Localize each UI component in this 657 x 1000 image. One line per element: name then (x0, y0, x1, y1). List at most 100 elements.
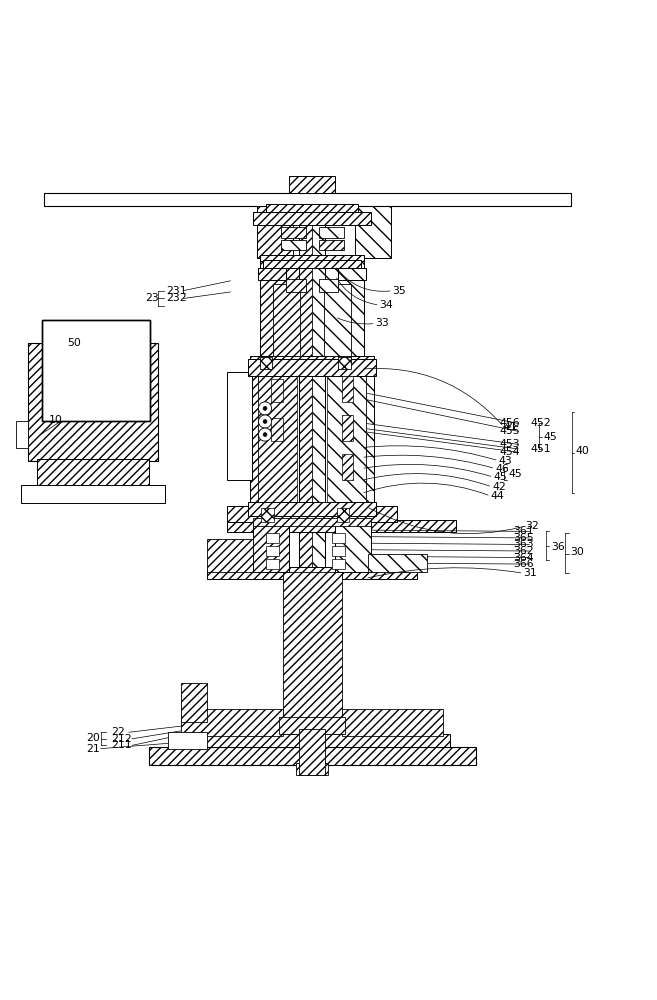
Text: 454: 454 (500, 447, 520, 457)
Text: 231: 231 (166, 286, 187, 296)
Bar (208, 567, 417, 579)
Bar (342, 415, 353, 441)
Bar (368, 554, 426, 572)
Bar (250, 356, 374, 369)
Text: 455: 455 (500, 426, 520, 436)
Bar (261, 508, 273, 522)
Bar (253, 518, 371, 526)
Bar (37, 459, 148, 487)
Circle shape (263, 433, 267, 437)
Bar (42, 320, 150, 421)
Text: 36: 36 (551, 542, 564, 552)
Text: 451: 451 (530, 444, 551, 454)
Text: 30: 30 (570, 547, 585, 557)
Bar (286, 279, 306, 292)
Circle shape (258, 415, 271, 428)
Text: 232: 232 (166, 293, 187, 303)
Text: 32: 32 (525, 521, 539, 531)
Bar (42, 320, 150, 421)
Bar (273, 284, 300, 356)
Bar (271, 418, 283, 441)
Text: 33: 33 (376, 318, 390, 328)
Bar (28, 343, 158, 461)
Bar (148, 747, 476, 765)
Bar (181, 709, 283, 736)
Bar (258, 369, 297, 507)
Text: 45: 45 (493, 472, 507, 482)
Bar (279, 717, 345, 734)
Bar (16, 421, 28, 448)
Bar (181, 683, 208, 722)
Bar (299, 193, 312, 775)
Bar (256, 206, 292, 258)
Bar (342, 376, 353, 402)
Text: 456: 456 (500, 418, 520, 428)
Text: 452: 452 (530, 418, 551, 428)
Text: 10: 10 (49, 415, 62, 425)
Bar (299, 729, 325, 775)
Circle shape (258, 428, 271, 441)
Text: 46: 46 (495, 464, 509, 474)
Bar (266, 204, 358, 212)
Text: 212: 212 (111, 734, 132, 744)
Bar (312, 193, 325, 775)
Bar (281, 227, 306, 238)
Text: 44: 44 (491, 491, 505, 501)
Bar (367, 369, 374, 507)
Bar (325, 258, 365, 356)
Bar (175, 734, 449, 747)
Bar (21, 485, 165, 503)
Text: 43: 43 (499, 456, 512, 466)
Text: 364: 364 (513, 553, 533, 563)
Bar (227, 520, 456, 532)
Bar (332, 533, 345, 543)
Text: 363: 363 (513, 539, 533, 549)
Bar (44, 193, 570, 206)
Bar (266, 559, 279, 569)
Bar (283, 572, 342, 729)
Bar (168, 732, 208, 749)
Text: 50: 50 (67, 338, 81, 348)
Bar (266, 546, 279, 556)
Bar (16, 421, 28, 448)
Bar (281, 240, 306, 250)
Bar (338, 268, 366, 280)
Text: 453: 453 (500, 439, 520, 449)
Bar (324, 284, 351, 356)
Bar (319, 240, 344, 250)
Circle shape (263, 420, 267, 423)
Bar (355, 206, 391, 258)
Text: 45: 45 (543, 432, 557, 442)
Bar (21, 485, 165, 503)
Bar (260, 357, 272, 369)
Bar (248, 359, 376, 376)
Text: 42: 42 (492, 482, 506, 492)
Text: 22: 22 (111, 727, 125, 737)
Bar (260, 258, 299, 356)
Bar (296, 763, 328, 775)
Bar (227, 506, 397, 522)
Text: 31: 31 (524, 568, 537, 578)
Text: 41: 41 (504, 422, 518, 432)
Text: 211: 211 (111, 740, 132, 750)
Bar (250, 369, 258, 507)
Bar (248, 502, 376, 516)
Bar (327, 369, 367, 507)
Circle shape (263, 406, 267, 410)
Bar (335, 523, 371, 572)
Text: 20: 20 (87, 733, 101, 743)
Bar (342, 709, 443, 736)
Text: 21: 21 (87, 744, 100, 754)
Bar (289, 176, 335, 193)
Text: 35: 35 (393, 286, 407, 296)
Bar (319, 227, 344, 238)
Bar (319, 279, 338, 292)
Text: 362: 362 (513, 546, 533, 556)
Bar (337, 508, 350, 522)
Bar (42, 320, 150, 421)
Bar (258, 268, 286, 280)
Bar (332, 559, 345, 569)
Bar (260, 255, 365, 261)
Text: 365: 365 (513, 533, 533, 543)
Text: 23: 23 (145, 293, 159, 303)
